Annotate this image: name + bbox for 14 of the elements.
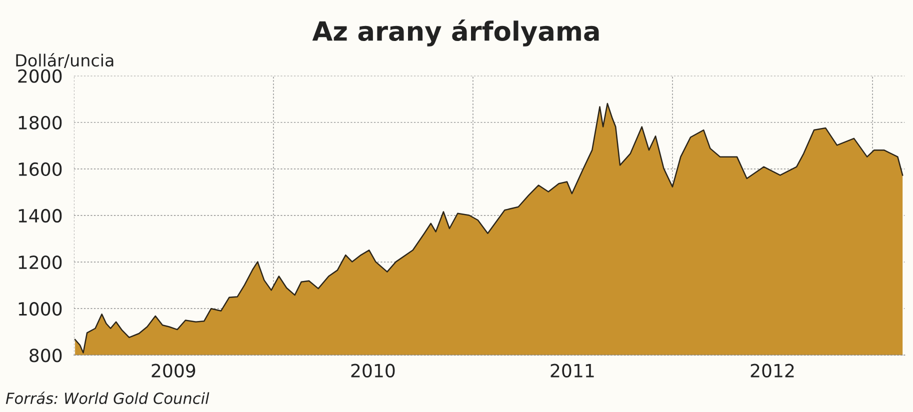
x-tick-label: 2010 <box>351 364 395 378</box>
y-tick-label: 2000 <box>18 69 62 83</box>
y-axis-title: Dollár/uncia <box>16 53 114 68</box>
y-tick-label: 1000 <box>18 302 62 316</box>
x-tick-label: 2012 <box>750 364 794 378</box>
x-tick-label: 2009 <box>152 364 196 378</box>
y-tick-label: 1400 <box>18 208 62 223</box>
y-tick-label: 800 <box>30 348 62 362</box>
y-tick-label: 1800 <box>18 116 62 130</box>
x-tick-label: 2011 <box>550 364 594 378</box>
y-tick-label: 1200 <box>18 255 62 270</box>
y-tick-label: 1600 <box>18 162 62 176</box>
text: Forrás: World Gold Council <box>6 392 210 404</box>
chart-title: Az arany árfolyama <box>312 20 599 46</box>
